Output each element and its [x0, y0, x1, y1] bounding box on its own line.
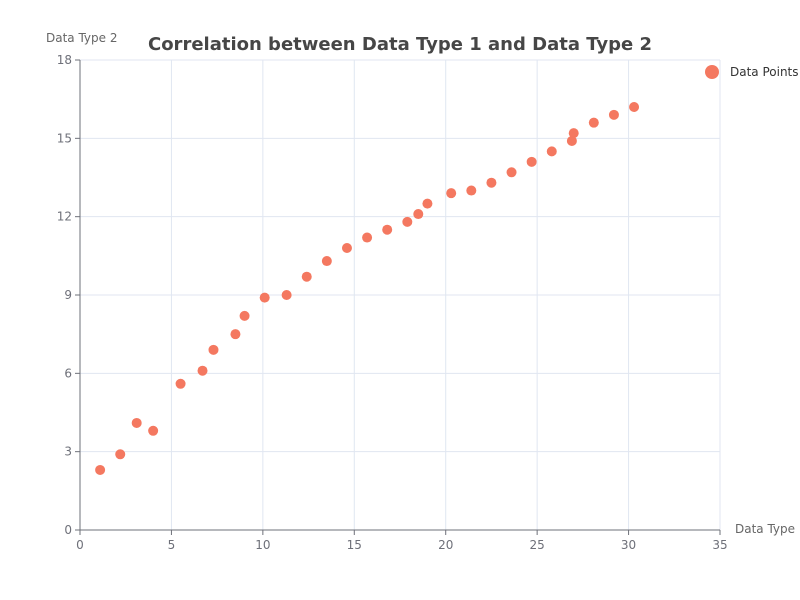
- x-tick-label: 10: [255, 538, 270, 552]
- y-tick-label: 12: [57, 210, 72, 224]
- data-point[interactable]: [208, 344, 219, 355]
- data-point[interactable]: [175, 378, 186, 389]
- y-tick-label: 9: [64, 288, 72, 302]
- data-point[interactable]: [382, 224, 393, 235]
- data-point[interactable]: [608, 109, 619, 120]
- y-tick-label: 18: [57, 53, 72, 67]
- legend-marker-icon[interactable]: [705, 65, 719, 79]
- data-points: [95, 102, 640, 475]
- data-point[interactable]: [402, 216, 413, 227]
- x-axis-label: Data Type 1: [735, 522, 800, 536]
- legend[interactable]: Data Points: [705, 65, 799, 79]
- data-point[interactable]: [131, 417, 142, 428]
- data-point[interactable]: [259, 292, 270, 303]
- data-point[interactable]: [568, 128, 579, 139]
- data-point[interactable]: [301, 271, 312, 282]
- data-point[interactable]: [230, 329, 241, 340]
- x-tick-label: 5: [168, 538, 176, 552]
- data-point[interactable]: [546, 146, 557, 157]
- data-point[interactable]: [629, 102, 640, 112]
- data-point[interactable]: [239, 310, 250, 321]
- data-point[interactable]: [341, 243, 352, 253]
- data-point[interactable]: [506, 167, 517, 178]
- data-point[interactable]: [446, 188, 457, 199]
- data-point[interactable]: [422, 198, 433, 209]
- data-point[interactable]: [466, 185, 477, 196]
- data-point[interactable]: [281, 290, 292, 300]
- data-point[interactable]: [115, 449, 126, 460]
- x-tick-label: 30: [621, 538, 636, 552]
- data-point[interactable]: [321, 256, 332, 267]
- y-tick-label: 6: [64, 366, 72, 380]
- x-tick-label: 15: [347, 538, 362, 552]
- y-tick-label: 0: [64, 523, 72, 537]
- data-point[interactable]: [148, 425, 159, 436]
- data-point[interactable]: [588, 117, 599, 128]
- x-tick-label: 0: [76, 538, 84, 552]
- data-point[interactable]: [566, 135, 577, 146]
- x-tick-label: 25: [530, 538, 545, 552]
- data-point[interactable]: [486, 177, 497, 188]
- y-tick-label: 15: [57, 131, 72, 145]
- x-tick-label: 20: [438, 538, 453, 552]
- data-point[interactable]: [362, 232, 373, 243]
- y-axis-label: Data Type 2: [46, 31, 117, 45]
- x-tick-label: 35: [712, 538, 727, 552]
- data-point[interactable]: [95, 464, 106, 475]
- data-point[interactable]: [197, 365, 208, 376]
- legend-label[interactable]: Data Points: [730, 65, 799, 79]
- chart-title: Correlation between Data Type 1 and Data…: [148, 34, 652, 55]
- data-point[interactable]: [526, 156, 537, 167]
- grid: [80, 59, 721, 530]
- y-tick-label: 3: [64, 445, 72, 459]
- axes: 0 5 10 15 20 25 30 35 0 3 6 9 12 15 18: [57, 53, 728, 552]
- data-point[interactable]: [413, 209, 424, 220]
